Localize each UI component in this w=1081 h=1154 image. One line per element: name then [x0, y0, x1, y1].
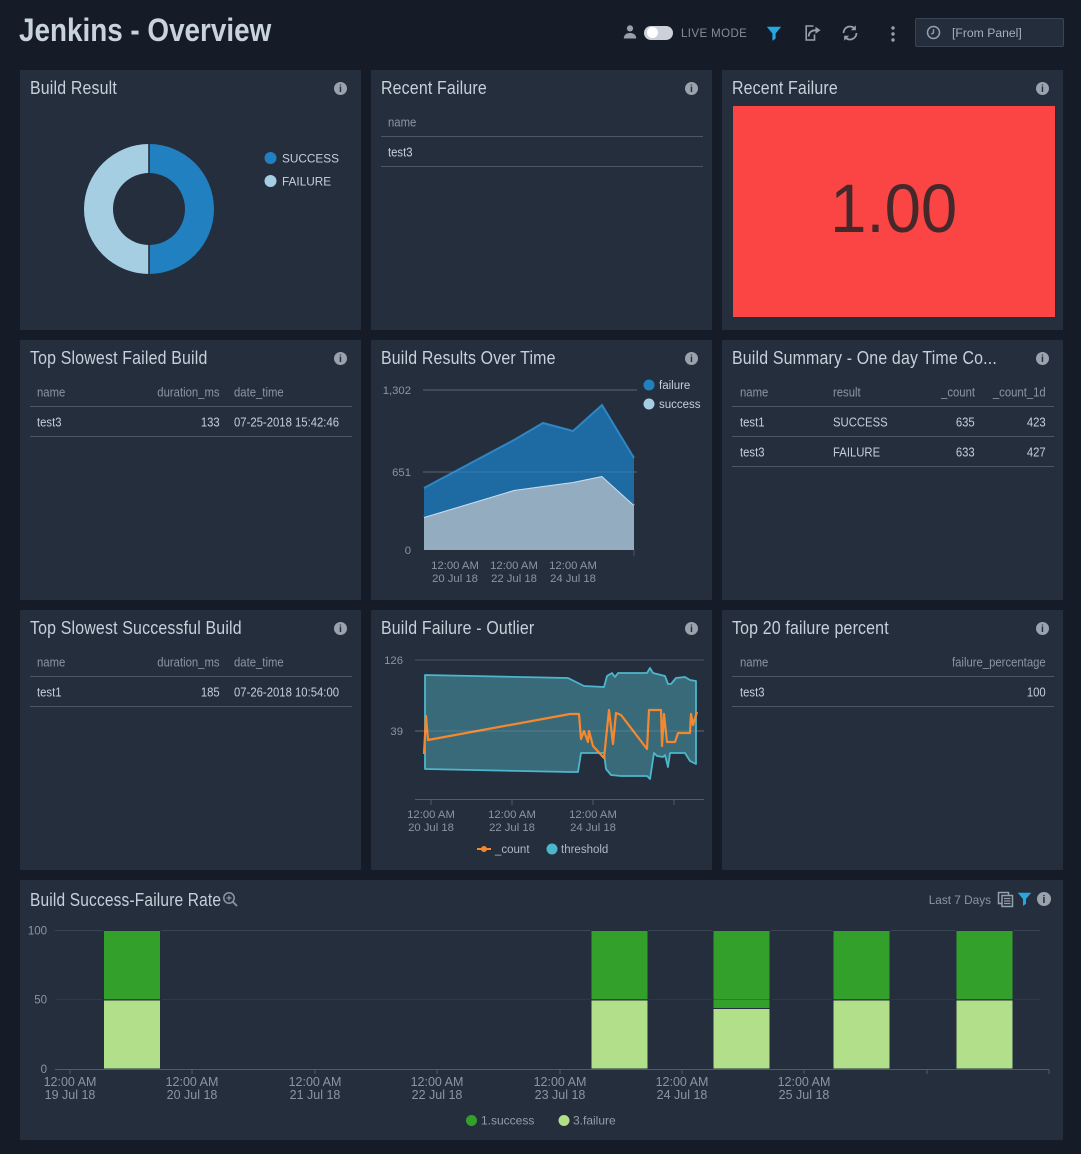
- svg-text:success: success: [659, 399, 701, 411]
- svg-text:12:00 AM: 12:00 AM: [549, 560, 597, 572]
- svg-text:i: i: [1041, 83, 1044, 95]
- svg-text:100: 100: [28, 926, 47, 938]
- svg-text:i: i: [1041, 623, 1044, 635]
- svg-text:22 Jul 18: 22 Jul 18: [491, 573, 537, 585]
- svg-text:i: i: [339, 83, 342, 95]
- svg-text:22 Jul 18: 22 Jul 18: [412, 1088, 463, 1102]
- svg-text:20 Jul 18: 20 Jul 18: [432, 573, 478, 585]
- svg-text:23 Jul 18: 23 Jul 18: [535, 1088, 586, 1102]
- svg-text:39: 39: [390, 726, 403, 738]
- svg-text:21 Jul 18: 21 Jul 18: [290, 1088, 341, 1102]
- svg-text:1.success: 1.success: [481, 1114, 534, 1128]
- svg-text:12:00 AM: 12:00 AM: [534, 1075, 587, 1089]
- svg-text:i: i: [690, 623, 693, 635]
- svg-text:threshold: threshold: [561, 844, 608, 856]
- svg-text:24 Jul 18: 24 Jul 18: [550, 573, 596, 585]
- svg-text:0: 0: [405, 545, 411, 557]
- svg-text:1,302: 1,302: [383, 385, 411, 397]
- svg-text:12:00 AM: 12:00 AM: [166, 1075, 219, 1089]
- svg-text:i: i: [1041, 353, 1044, 365]
- svg-text:24 Jul 18: 24 Jul 18: [570, 822, 616, 834]
- svg-text:50: 50: [34, 995, 47, 1007]
- svg-text:25 Jul 18: 25 Jul 18: [779, 1088, 830, 1102]
- svg-text:i: i: [1042, 894, 1045, 906]
- svg-text:12:00 AM: 12:00 AM: [407, 809, 455, 821]
- svg-text:126: 126: [384, 655, 403, 667]
- svg-text:12:00 AM: 12:00 AM: [569, 809, 617, 821]
- svg-text:24 Jul 18: 24 Jul 18: [657, 1088, 708, 1102]
- svg-text:12:00 AM: 12:00 AM: [778, 1075, 831, 1089]
- svg-text:i: i: [339, 623, 342, 635]
- svg-text:12:00 AM: 12:00 AM: [656, 1075, 709, 1089]
- svg-text:12:00 AM: 12:00 AM: [289, 1075, 342, 1089]
- svg-text:12:00 AM: 12:00 AM: [490, 560, 538, 572]
- svg-text:19 Jul 18: 19 Jul 18: [45, 1088, 96, 1102]
- svg-text:_count: _count: [494, 844, 530, 856]
- svg-text:20 Jul 18: 20 Jul 18: [167, 1088, 218, 1102]
- svg-text:651: 651: [392, 467, 411, 479]
- svg-text:20 Jul 18: 20 Jul 18: [408, 822, 454, 834]
- svg-text:3.failure: 3.failure: [573, 1114, 616, 1128]
- svg-text:22 Jul 18: 22 Jul 18: [489, 822, 535, 834]
- svg-text:12:00 AM: 12:00 AM: [431, 560, 479, 572]
- svg-text:SUCCESS: SUCCESS: [282, 152, 339, 166]
- svg-text:i: i: [339, 353, 342, 365]
- svg-text:12:00 AM: 12:00 AM: [488, 809, 536, 821]
- svg-text:0: 0: [41, 1064, 47, 1076]
- svg-text:FAILURE: FAILURE: [282, 175, 331, 189]
- svg-text:i: i: [690, 353, 693, 365]
- svg-text:failure: failure: [659, 380, 690, 392]
- svg-text:i: i: [690, 83, 693, 95]
- svg-text:12:00 AM: 12:00 AM: [411, 1075, 464, 1089]
- svg-text:12:00 AM: 12:00 AM: [44, 1075, 97, 1089]
